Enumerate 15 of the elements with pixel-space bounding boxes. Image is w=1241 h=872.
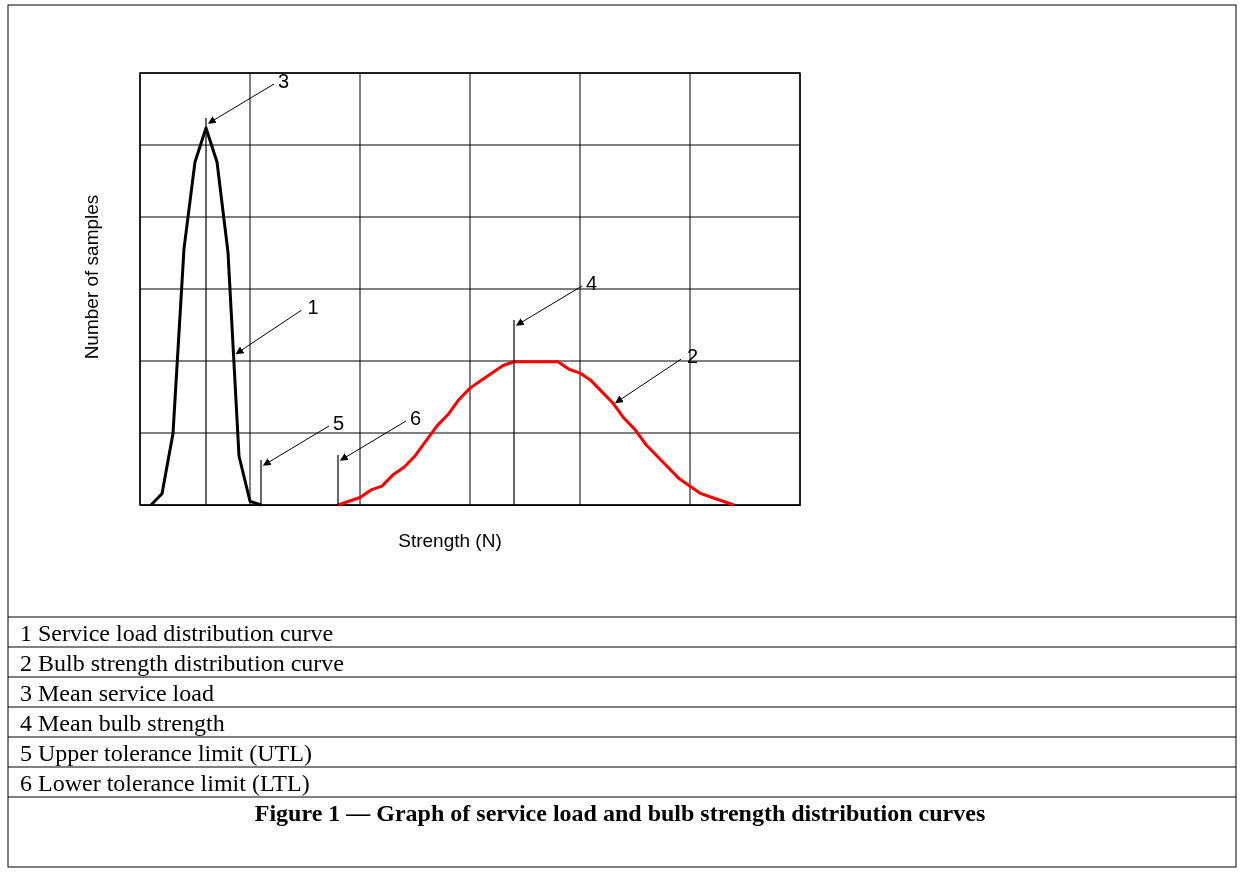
text: 6 Lower tolerance limit (LTL)	[20, 770, 310, 796]
annotation: 5	[333, 412, 345, 434]
text: 5 Upper tolerance limit (UTL)	[20, 740, 312, 766]
annotation: 6	[410, 407, 422, 429]
annotation: 4	[586, 272, 598, 294]
text: 2 Bulb strength distribution curve	[20, 650, 344, 676]
y-axis-title: Number of samples	[81, 194, 102, 360]
text: Figure 1 — Graph of service load and bulb strength distribution curves	[254, 800, 986, 826]
annotation: 2	[687, 345, 699, 368]
annotation: 1	[307, 296, 319, 319]
text: 4 Mean bulb strength	[20, 710, 225, 736]
text: 3 Mean service load	[20, 680, 214, 706]
text: 1 Service load distribution curve	[20, 620, 334, 646]
text: 3	[278, 70, 290, 92]
x-axis-title: Strength (N)	[398, 530, 502, 551]
